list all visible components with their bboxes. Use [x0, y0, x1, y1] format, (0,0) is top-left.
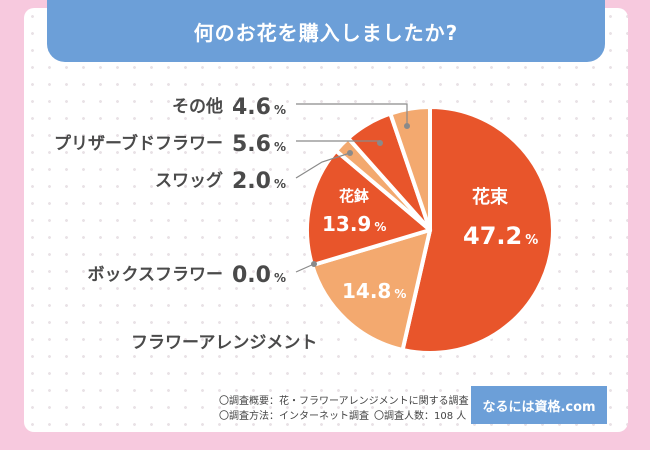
legend-name-arrangement: フラワーアレンジメント [131, 333, 317, 353]
leader-dot-swag [347, 150, 353, 156]
leader-line-sonota [296, 103, 408, 126]
pie-slice [305, 148, 432, 268]
legend-value-swag: 2.0% [232, 169, 286, 194]
leader-dot-sonota [404, 123, 410, 129]
slice-label-hanataba: 花束 [472, 186, 509, 208]
legend-name-sonota: その他 [172, 96, 223, 117]
legend-value-box: 0.0% [232, 263, 286, 288]
legend-name-box: ボックスフラワー [88, 265, 224, 285]
slice-value-hanataba: 47.2% [463, 222, 538, 250]
page-title: 何のお花を購入しましたか? [47, 0, 605, 62]
leader-line-swag [295, 152, 351, 179]
legend-name-preserved: プリザーブドフラワー [54, 133, 223, 154]
source-badge: なるには資格.com [471, 386, 607, 424]
legend-value-preserved: 5.6% [232, 132, 286, 157]
footnote-respondents: 〇調査人数：108 人 [374, 411, 467, 422]
slice-label-hachi: 花鉢 [339, 187, 369, 205]
leader-dot-preserved [377, 140, 383, 146]
leader-line-box [295, 263, 315, 273]
legend-value-sonota: 4.6% [232, 95, 286, 120]
footnote-summary: 〇調査概要：花・フラワーアレンジメントに関する調査 [219, 396, 469, 407]
footnote-method: 〇調査方法：インターネット調査 [219, 411, 369, 422]
title-text: 何のお花を購入しましたか? [193, 20, 459, 45]
leader-dot-box [311, 261, 317, 267]
pie-slice [388, 105, 432, 232]
legend-name-swag: スワッグ [155, 170, 223, 191]
pie-slice [310, 228, 432, 352]
pie-slice [400, 105, 555, 355]
